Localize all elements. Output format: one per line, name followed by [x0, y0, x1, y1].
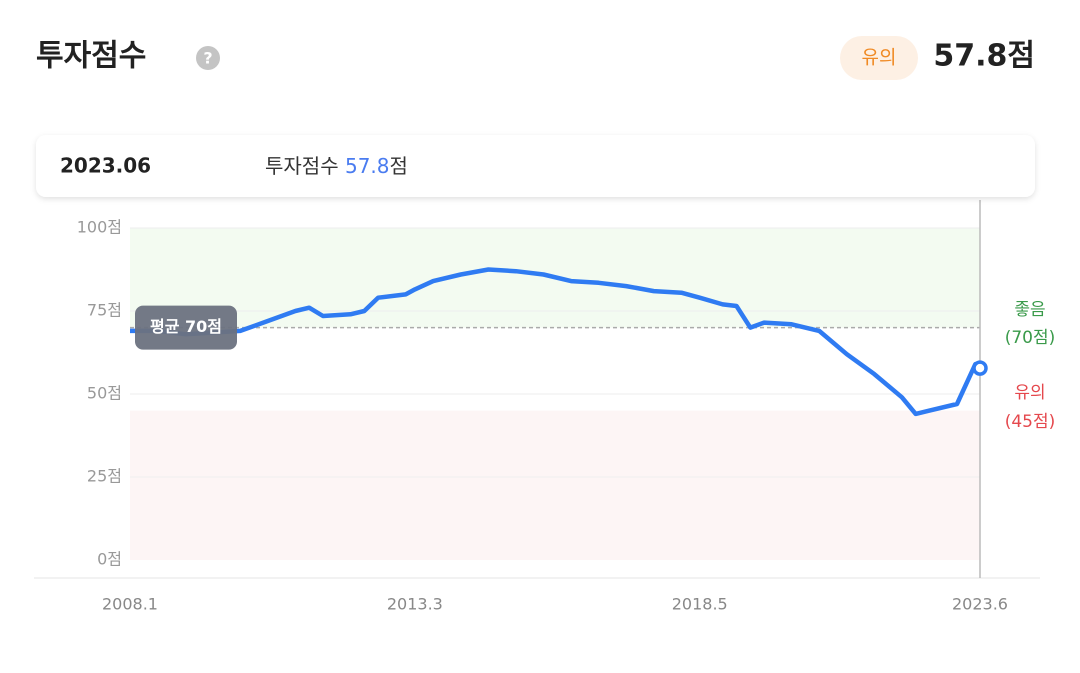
average-label-bg — [135, 305, 237, 350]
tooltip-unit: 점 — [390, 154, 408, 178]
help-icon[interactable] — [196, 46, 220, 70]
x-tick-label: 2008.1 — [102, 595, 158, 614]
badge: 유의 — [862, 47, 897, 69]
x-tick-label: 2013.3 — [387, 595, 443, 614]
x-tick-label: 2018.5 — [672, 595, 728, 614]
y-tick-label: 75점 — [87, 301, 122, 320]
help-icon-glyph: ? — [203, 49, 212, 68]
tooltip-date: 2023.06 — [60, 154, 151, 178]
y-tick-label: 100점 — [77, 218, 122, 237]
band-label: (70점) — [1005, 328, 1056, 348]
plot: 좋음 (70점) 유의 (45점) 0점 25점 50점 75점 100점 2008.1 2013.… — [34, 200, 1055, 614]
band-name: 유의 — [1014, 383, 1045, 403]
tooltip-value: 57.8 — [345, 154, 390, 178]
y-tick-label: 0점 — [97, 550, 122, 569]
y-tick-label: 50점 — [87, 384, 122, 403]
tooltip-box — [36, 135, 1035, 197]
score-line — [130, 267, 982, 417]
tooltip-text: 투자점수 57.8점 — [265, 154, 408, 178]
x-tick-label: 2023.6 — [952, 595, 1008, 614]
badge-bg — [840, 36, 918, 80]
current-point — [972, 360, 988, 376]
tooltip-label: 투자점수 — [265, 154, 339, 178]
y-tick-label: 25점 — [87, 467, 122, 486]
average-label: 평균 70점 — [150, 317, 222, 336]
band-label: (45점) — [1005, 412, 1056, 432]
title: 투자점수 — [36, 39, 146, 74]
score: 57.8점 — [933, 39, 1035, 74]
band — [130, 410, 980, 560]
band-name: 좋음 — [1014, 300, 1045, 320]
